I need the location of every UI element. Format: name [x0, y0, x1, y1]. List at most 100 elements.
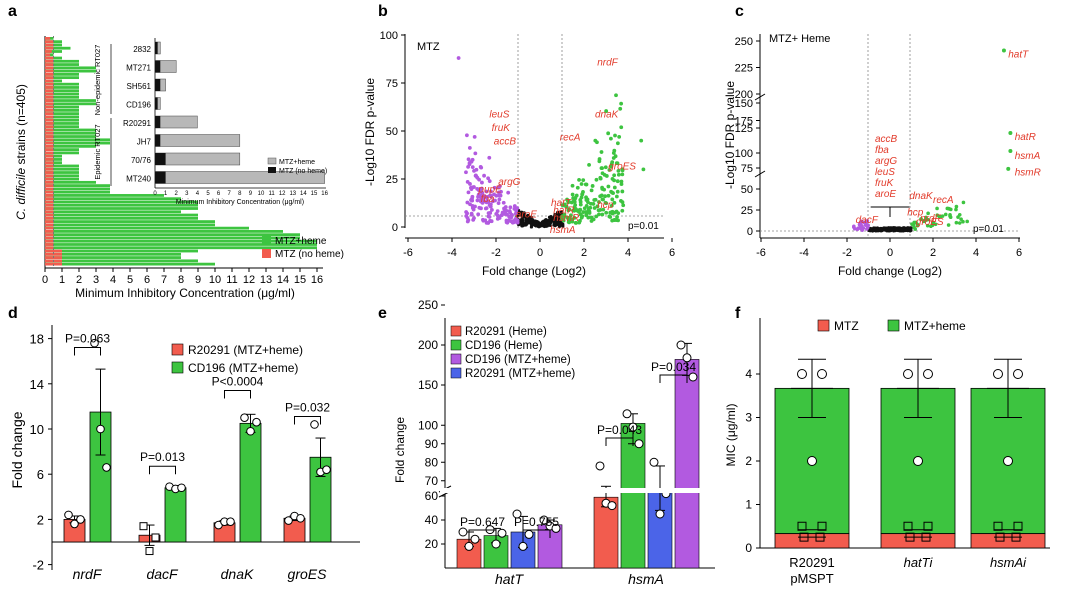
c-x-tick-label: 4 [973, 247, 979, 259]
a-bar-heme [45, 59, 79, 63]
f-point-heme [817, 369, 827, 379]
a-legend-swatch-noheme [262, 249, 271, 258]
a-legend-heme: MTZ+heme [275, 236, 327, 247]
b-point-down [496, 201, 501, 206]
d-significance-bracket [224, 389, 251, 399]
d-point [322, 465, 331, 474]
e-point [551, 523, 561, 533]
c-gene-label: hsmA [1015, 151, 1041, 162]
a-x-ticks: 0 1 2 3 4 5 6 7 8 9 10 11 12 13 14 15 16 [42, 268, 323, 286]
a-inset-legend-swatch-heme [267, 157, 277, 165]
b-point-up [606, 131, 611, 136]
panel-a: 0 1 2 3 4 5 6 7 8 9 10 11 12 13 14 15 16 Minimum Inhibit… [14, 34, 344, 300]
b-x-tick-label: 0 [537, 247, 543, 259]
b-point-down [466, 157, 471, 162]
e-pvalue-label: P=0.034 [651, 360, 696, 374]
b-point-up [616, 172, 621, 177]
a-inset-bar-noheme [155, 171, 166, 184]
c-y-tick-label: 0 [747, 226, 753, 238]
b-point-up [592, 206, 597, 210]
a-inset-bar-noheme [155, 79, 161, 91]
a-inset-bar-noheme [155, 134, 161, 147]
d-point [252, 417, 261, 427]
b-point-down [510, 220, 515, 225]
c-point-down [865, 219, 870, 223]
a-bar-heme [45, 243, 317, 246]
d-point [284, 516, 293, 525]
b-point-ns [520, 221, 525, 225]
b-point-up [565, 216, 570, 220]
a-x-tick-label: 4 [110, 274, 116, 286]
d-point [240, 413, 249, 423]
c-gene-label: hatR [1015, 132, 1036, 143]
b-y-axis-label: -Log10 FDR p-value [363, 78, 377, 186]
a-bar-noheme [45, 220, 54, 223]
c-point-up [926, 211, 930, 216]
c-point-ns [904, 228, 908, 233]
b-point-up [613, 133, 617, 138]
c-point-down [852, 224, 856, 229]
a-bar-heme [45, 252, 181, 256]
a-bar-heme [45, 115, 79, 119]
b-point-up [612, 148, 617, 153]
b-point-up [578, 202, 583, 207]
b-point-down [492, 192, 496, 197]
a-bar-noheme [45, 99, 54, 102]
a-x-tick-label: 12 [243, 274, 255, 286]
a-bar-heme [45, 46, 71, 50]
a-bar-noheme [45, 213, 54, 217]
b-point-ns [526, 213, 530, 217]
b-point-down [472, 134, 477, 139]
c-point-up [961, 219, 965, 224]
e-category-label: hsmA [628, 571, 664, 587]
e-y-tick-label: 90 [425, 437, 439, 451]
d-point [226, 517, 235, 526]
b-point-up [567, 207, 572, 212]
a-inset-x-tick-label: 3 [185, 191, 189, 197]
f-point-mtz [995, 532, 1005, 542]
d-pvalue-label: P=0.013 [140, 450, 185, 464]
a-bar-heme [45, 187, 130, 191]
b-point-ns [532, 222, 536, 226]
b-point-up [612, 200, 617, 205]
b-point-ns [529, 218, 533, 222]
b-point-down [495, 216, 500, 221]
b-point-up [600, 197, 605, 202]
d-point [139, 522, 148, 531]
b-y-tick-label: 75 [386, 78, 398, 90]
b-point-up [577, 210, 581, 214]
b-x-tick-label: -4 [447, 247, 457, 259]
a-bar-noheme [45, 112, 54, 116]
a-bar-heme [45, 233, 300, 237]
d-bars: nrdF P=0.063 dacF P=0.013 dnaK P<0.0004 groES P… [63, 332, 332, 582]
b-point-up [566, 199, 570, 204]
a-bar-heme [45, 63, 79, 66]
a-inset-strain-label: R20291 [123, 119, 152, 128]
a-bar-noheme [45, 144, 54, 148]
a-bar-heme [45, 148, 79, 152]
e-pvalue-label: P=0.755 [514, 515, 559, 529]
a-bar-heme [45, 174, 79, 178]
b-point-up [575, 185, 580, 190]
e-legend-label: R20291 (Heme) [465, 326, 547, 338]
a-bar-noheme [45, 122, 54, 125]
f-y-axis-label: MIC (μg/ml) [724, 404, 738, 467]
a-bar-heme [45, 180, 96, 184]
a-bar-heme [45, 122, 79, 125]
f-point-heme [923, 369, 933, 379]
e-y-tick-label: 70 [425, 474, 439, 488]
b-point-ns [523, 215, 528, 219]
f-bar-mtz [970, 533, 1046, 549]
b-point-down [487, 215, 492, 219]
a-inset-strain-label: 2832 [133, 45, 151, 54]
c-pvalue-label: p=0.01 [973, 224, 1004, 235]
a-inset-bar-noheme [155, 116, 161, 128]
c-point-up [935, 213, 940, 217]
f-y-tick-label: 4 [745, 367, 752, 381]
e-y-tick-label: 40 [425, 513, 439, 527]
e-significance-bracket [522, 529, 551, 538]
b-x-tick-label: -6 [403, 247, 413, 259]
c-point-down [858, 222, 863, 226]
